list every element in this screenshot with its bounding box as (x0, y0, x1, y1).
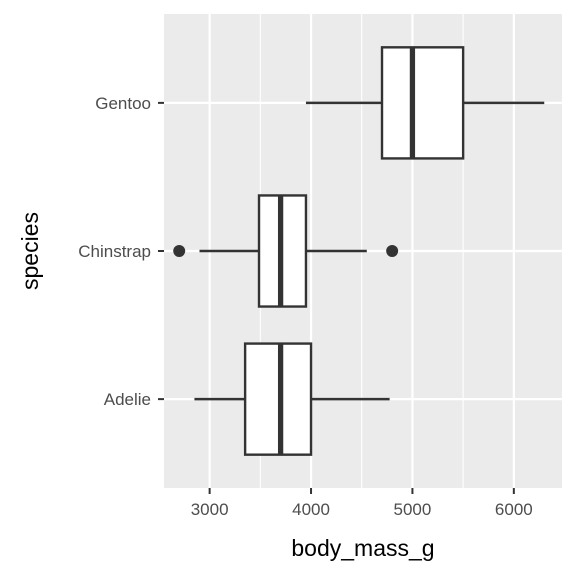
box-iqr (380, 46, 465, 160)
x-axis-title: body_mass_g (291, 535, 434, 561)
x-tick-label: 3000 (191, 500, 229, 519)
x-tick-label: 4000 (292, 500, 330, 519)
y-axis-title: species (17, 212, 43, 290)
boxes-layer (173, 46, 545, 456)
y-tick-label: Chinstrap (78, 242, 151, 261)
box-adelie (194, 342, 390, 456)
outlier-point (173, 245, 186, 257)
box-chinstrap (173, 194, 399, 308)
outlier-point (386, 245, 399, 257)
box-gentoo (305, 46, 545, 160)
axes-layer: 3000 4000 5000 6000 Adelie Chinstrap Gentoo (78, 94, 533, 519)
y-tick-label: Gentoo (95, 94, 151, 113)
y-tick-label: Adelie (104, 390, 151, 409)
x-tick-label: 5000 (394, 500, 432, 519)
x-tick-label: 6000 (495, 500, 533, 519)
